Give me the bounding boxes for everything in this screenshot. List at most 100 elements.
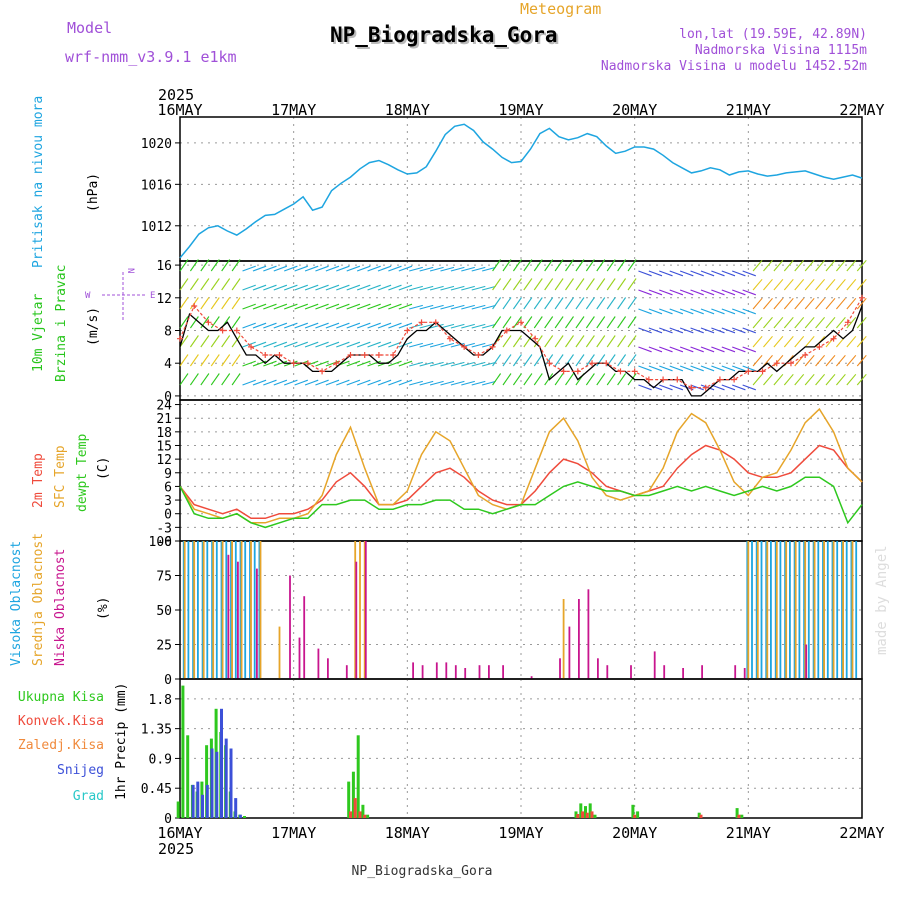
wind-compass: W E N	[85, 268, 155, 320]
wind-arrow	[763, 373, 773, 386]
gust-marker	[745, 368, 752, 375]
wind-arrow	[721, 270, 736, 277]
temp-dew-label: dewpt Temp	[75, 434, 90, 512]
wind-arrow	[742, 384, 756, 391]
cloud-bar-1	[747, 541, 750, 679]
bottom-date-label: 17MAY	[271, 824, 316, 842]
top-date-label: 22MAY	[839, 101, 884, 119]
wind-arrow	[804, 335, 815, 348]
wind-arrow	[575, 259, 585, 272]
year-top: 2025	[158, 86, 194, 104]
gust-marker	[290, 360, 297, 367]
wind-arrow	[367, 303, 381, 310]
wind-arrow	[210, 335, 220, 348]
cloud-frame	[179, 540, 863, 680]
wind-arrow	[512, 259, 522, 272]
wind-arrow	[429, 361, 444, 367]
gust-marker	[248, 343, 255, 350]
cloud-bar-2	[345, 665, 348, 679]
wind-arrow	[773, 335, 784, 348]
precip-bar-1	[576, 814, 580, 818]
wind-arrow	[409, 304, 423, 310]
wind-arrow	[221, 354, 231, 367]
wind-arrow	[648, 327, 663, 334]
wind-arrow	[263, 303, 277, 310]
wind-arrow	[461, 304, 475, 310]
wind-arrow	[179, 297, 189, 310]
wind-arrow	[846, 297, 857, 310]
wind-arrow	[773, 316, 784, 329]
cloud-bar-1	[794, 541, 797, 679]
precip-bar-0	[697, 812, 701, 818]
year-bottom: 2025	[158, 840, 194, 858]
wind-arrow	[450, 285, 465, 291]
wind-arrow	[325, 265, 340, 272]
wind-arrow	[512, 297, 522, 310]
wind-arrow	[679, 365, 694, 372]
wind-arrow	[617, 316, 627, 329]
gust-marker	[304, 360, 311, 367]
cloud-bar-2	[701, 665, 703, 679]
cloud-tick-label: 75	[156, 570, 172, 585]
cloud-bar-1	[562, 599, 565, 679]
wind-arrow	[596, 335, 606, 348]
wind-arrow	[492, 297, 502, 310]
cloud-bar-2	[559, 658, 561, 679]
wind-arrow	[700, 327, 715, 334]
wind-arrow	[304, 322, 319, 329]
wind-arrow	[783, 297, 794, 310]
wind-arrow	[242, 303, 256, 310]
wind-arrow	[533, 316, 543, 329]
wind-arrow	[679, 270, 694, 277]
cloud-bar-0	[258, 541, 261, 679]
gust-marker	[830, 335, 837, 342]
wind-arrow	[200, 278, 210, 291]
temp-tick-label: 0	[164, 508, 172, 523]
cloud-bar-2	[653, 651, 656, 679]
wind-arrow	[846, 354, 857, 367]
wind-arrow	[533, 354, 543, 367]
cloud-bar-2	[464, 668, 467, 679]
wind-arrow	[638, 308, 652, 315]
wind-arrow	[585, 373, 595, 386]
wind-arrow	[533, 297, 543, 310]
wind-arrow	[523, 354, 533, 367]
wind-arrow	[252, 322, 267, 329]
wind-arrow	[575, 335, 585, 348]
wind-arrow	[242, 322, 256, 329]
precip-bar-1	[358, 811, 362, 818]
precip-tick-label: 1.8	[149, 693, 172, 708]
gust-marker	[532, 335, 539, 342]
gust-marker	[603, 360, 610, 367]
wind-arrow	[304, 303, 319, 310]
wind-arrow	[304, 284, 319, 291]
wind-arrow	[721, 346, 736, 353]
wind-arrow	[554, 316, 564, 329]
wind-arrow	[742, 327, 756, 334]
wind-arrow	[471, 304, 486, 310]
wind-arrow	[336, 341, 350, 348]
wind-arrow	[284, 379, 298, 386]
precip-bar-1	[581, 811, 585, 818]
wind-arrow	[544, 297, 554, 310]
cloud-bar-2	[421, 665, 424, 679]
wind-arrow	[388, 379, 402, 386]
precip-bar-0	[588, 803, 592, 818]
wind-arrow	[419, 266, 434, 272]
wind-arrow	[752, 316, 763, 329]
wind-arrow	[471, 380, 486, 386]
wind-arrow	[846, 335, 857, 348]
wind-arrow	[554, 373, 564, 386]
wind-arrow	[711, 346, 725, 353]
wind-arrow	[669, 346, 684, 353]
pressure-series-0	[179, 123, 863, 259]
bottom-date-label: 16MAY	[157, 824, 202, 842]
wind-arrow	[356, 341, 371, 348]
wind-arrow	[231, 316, 241, 329]
wind-arrow	[189, 354, 199, 367]
chart-title: NP_Biogradska_Gora	[330, 23, 558, 47]
cloud-bar-1	[359, 541, 361, 679]
cloud-bar-2	[445, 662, 448, 679]
cloud-bar-0	[798, 541, 801, 679]
cloud-tick-label: 0	[164, 673, 172, 688]
